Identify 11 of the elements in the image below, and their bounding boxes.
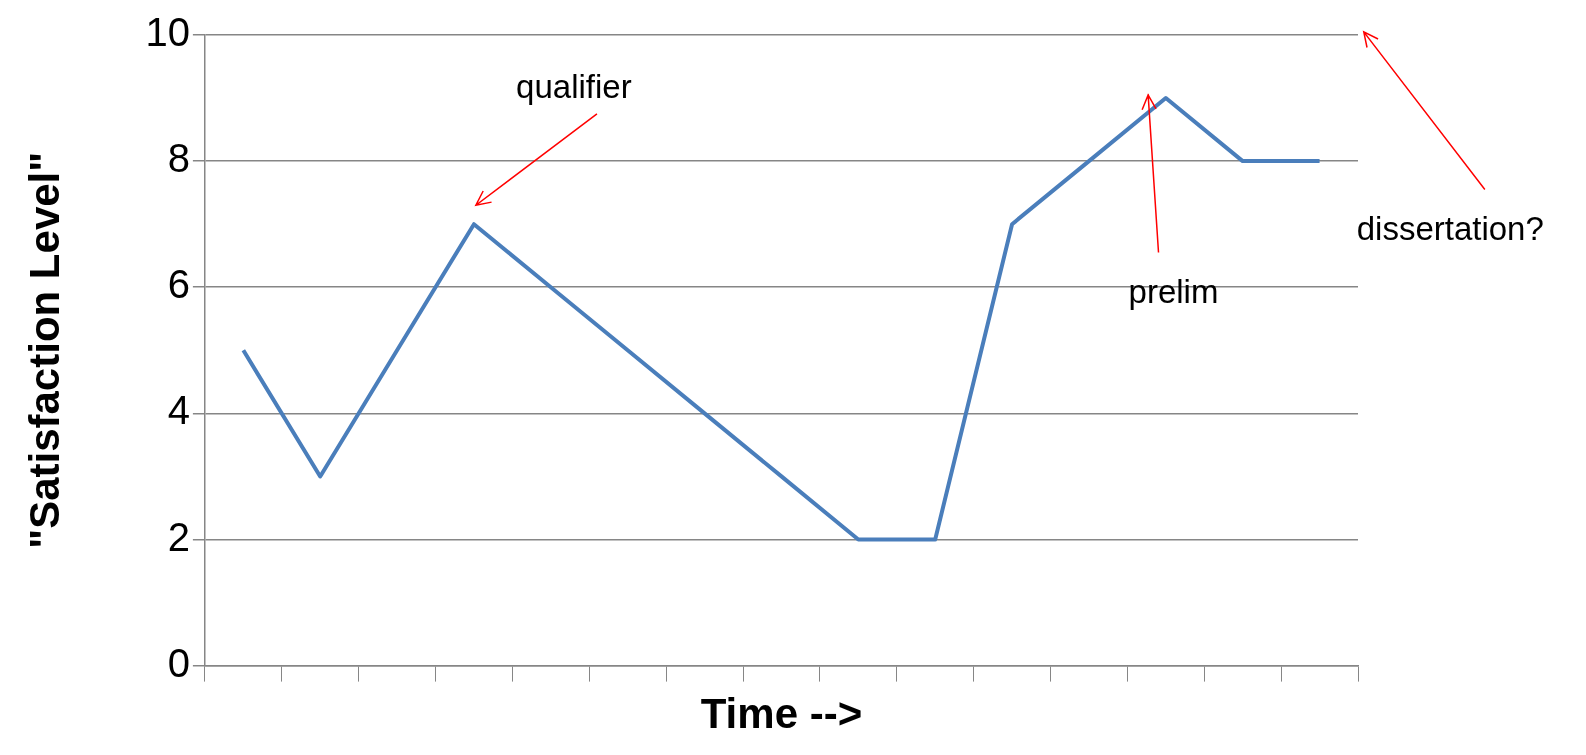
y-tick-label: 4 bbox=[167, 388, 190, 433]
y-tick-label: 0 bbox=[167, 640, 190, 685]
annotation: dissertation? bbox=[1356, 209, 1544, 247]
x-axis-title: Time --> bbox=[700, 690, 863, 738]
y-tick-label: 8 bbox=[167, 136, 190, 181]
y-axis-title: "Satisfaction Level" bbox=[20, 151, 68, 549]
y-tick-label: 6 bbox=[167, 262, 190, 307]
annotation: qualifier bbox=[516, 67, 632, 105]
annotation: prelim bbox=[1128, 272, 1219, 310]
y-tick-label: 10 bbox=[145, 10, 190, 55]
y-tick-label: 2 bbox=[167, 514, 190, 559]
